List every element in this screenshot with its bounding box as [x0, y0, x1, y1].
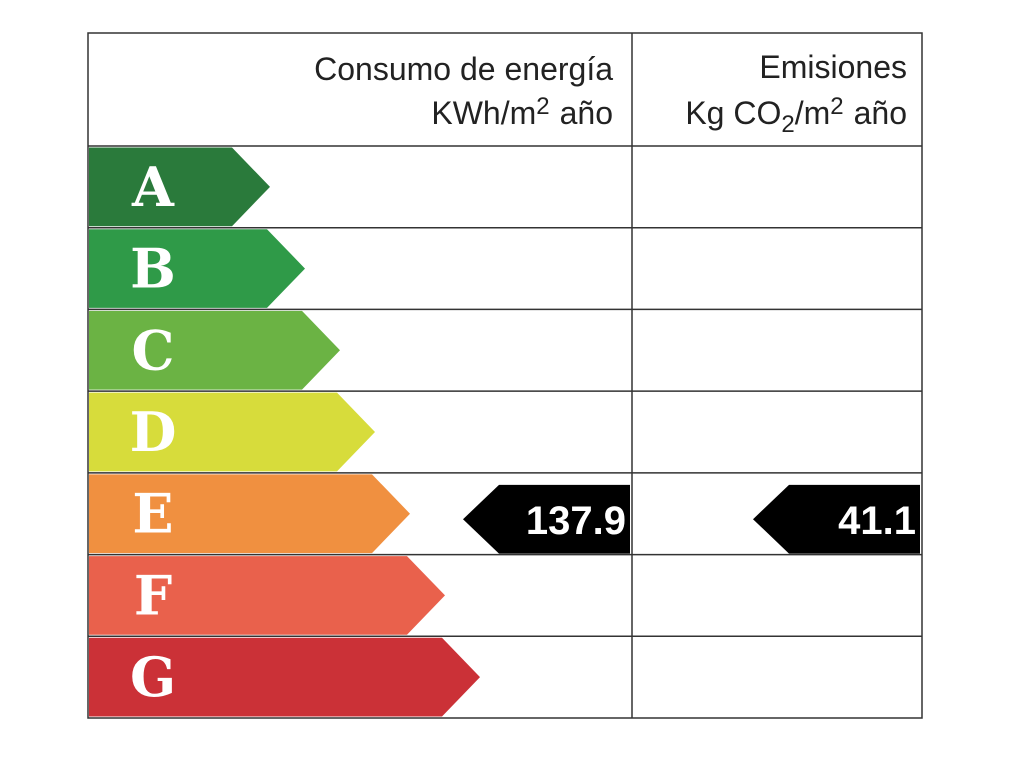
rating-arrow: [89, 147, 270, 227]
energy-title: Consumo de energía: [314, 51, 613, 87]
rating-letter: G: [130, 645, 176, 709]
rating-arrow: [89, 637, 480, 717]
unit-part: Kg CO: [685, 95, 781, 131]
unit-part: año: [560, 95, 613, 131]
rating-arrow: [89, 474, 410, 554]
unit-sup: 2: [830, 93, 843, 120]
rating-letter: E: [132, 482, 173, 546]
unit-sup: 2: [536, 93, 549, 120]
rating-letter: A: [131, 155, 175, 219]
unit-part: KWh/m: [431, 95, 536, 131]
unit-part: año: [854, 95, 907, 131]
rating-letter: F: [134, 563, 172, 627]
rating-letter: B: [130, 237, 176, 301]
unit-sub: 2: [781, 111, 794, 138]
indicator-value: 41.1: [838, 499, 916, 543]
rating-letter: D: [130, 400, 177, 464]
rating-arrow: [89, 556, 445, 635]
rating-arrow: [89, 229, 305, 308]
indicator-arrow: [463, 484, 630, 554]
emissions-unit: Kg CO2/m2 año: [685, 93, 907, 138]
emissions-title: Emisiones: [759, 49, 907, 85]
rating-arrow: [89, 310, 340, 390]
rating-letter: C: [132, 318, 175, 382]
rating-arrow: [89, 392, 375, 472]
unit-part: /m: [795, 95, 831, 131]
indicator-arrow: [753, 484, 920, 554]
indicator-value: 137.9: [526, 499, 626, 543]
energy-unit: KWh/m2 año: [431, 93, 613, 131]
